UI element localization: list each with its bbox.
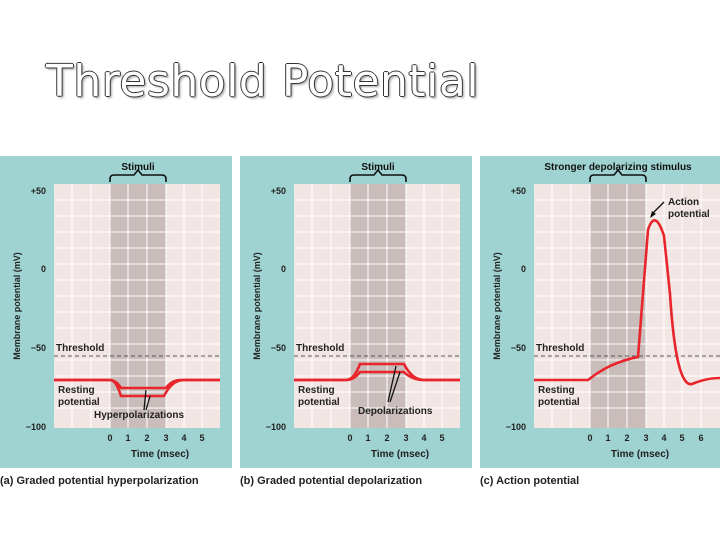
threshold-label: Threshold xyxy=(56,343,104,354)
bracket-label: Stimuli xyxy=(121,162,155,173)
graph-depolarization: Stimuli Threshold +50 0 −50 −100 Membran… xyxy=(240,156,472,468)
pointer-arrowhead xyxy=(650,211,656,218)
x-axis-label: Time (msec) xyxy=(131,449,189,460)
x-tick: 1 xyxy=(125,433,130,443)
grid xyxy=(534,184,720,428)
stimulus-bracket xyxy=(589,168,647,182)
slide-title: Threshold Potential xyxy=(46,56,480,107)
event-label-line1: Action xyxy=(668,197,699,208)
y-tick: −100 xyxy=(266,422,286,432)
x-tick: 4 xyxy=(181,433,186,443)
trace-strong-depolarization xyxy=(294,362,460,382)
caption-depolarization: (b) Graded potential depolarization xyxy=(240,475,423,487)
stimulus-band xyxy=(590,184,646,428)
stimuli-bracket xyxy=(349,168,407,182)
panel-action-potential: Stronger depolarizing stimulus Threshold… xyxy=(480,156,720,473)
hyperpolarization-pointer xyxy=(143,389,151,411)
x-tick: 2 xyxy=(624,433,629,443)
resting-label-line2: potential xyxy=(58,397,100,408)
threshold-label: Threshold xyxy=(536,343,584,354)
resting-label-line2: potential xyxy=(538,397,580,408)
grid xyxy=(294,184,460,428)
y-tick: −100 xyxy=(506,422,526,432)
threshold-label: Threshold xyxy=(296,343,344,354)
x-tick: 5 xyxy=(679,433,684,443)
y-axis-label: Membrane potential (mV) xyxy=(252,252,262,360)
y-tick: −100 xyxy=(26,422,46,432)
x-tick: 2 xyxy=(144,433,149,443)
x-axis-label: Time (msec) xyxy=(611,449,669,460)
x-axis-label: Time (msec) xyxy=(371,449,429,460)
panel-hyperpolarization: Stimuli Threshold +50 0 −50 −100 Membran… xyxy=(0,156,232,473)
resting-label-line1: Resting xyxy=(58,385,95,396)
panel-depolarization: Stimuli Threshold +50 0 −50 −100 Membran… xyxy=(240,156,472,473)
x-tick: 0 xyxy=(587,433,592,443)
y-tick: 0 xyxy=(41,264,46,274)
x-tick: 6 xyxy=(698,433,703,443)
trace-strong-hyperpolarization xyxy=(54,378,220,398)
bracket-label: Stronger depolarizing stimulus xyxy=(544,162,692,173)
y-tick: −50 xyxy=(31,343,46,353)
x-tick: 5 xyxy=(199,433,204,443)
graph-action-potential: Stronger depolarizing stimulus Threshold… xyxy=(480,156,720,468)
x-tick: 0 xyxy=(347,433,352,443)
x-tick: 4 xyxy=(661,433,666,443)
event-label-line2: potential xyxy=(668,209,710,220)
event-label: Hyperpolarizations xyxy=(94,410,184,421)
y-tick: 0 xyxy=(281,264,286,274)
y-axis-label: Membrane potential (mV) xyxy=(12,252,22,360)
x-tick: 1 xyxy=(605,433,610,443)
resting-label-line1: Resting xyxy=(298,385,335,396)
stimuli-bracket xyxy=(109,168,167,182)
stimulus-band xyxy=(350,184,406,428)
caption-hyperpolarization: (a) Graded potential hyperpolarization xyxy=(0,475,199,487)
y-axis-label: Membrane potential (mV) xyxy=(492,252,502,360)
x-tick: 0 xyxy=(107,433,112,443)
y-tick: +50 xyxy=(271,186,286,196)
x-tick: 5 xyxy=(439,433,444,443)
depolarization-pointer xyxy=(387,365,401,403)
y-tick: +50 xyxy=(511,186,526,196)
graph-hyperpolarization: Stimuli Threshold +50 0 −50 −100 Membran… xyxy=(0,156,232,468)
y-tick: −50 xyxy=(511,343,526,353)
caption-action-potential: (c) Action potential xyxy=(480,475,580,487)
y-tick: 0 xyxy=(521,264,526,274)
trace-action-potential xyxy=(534,219,720,386)
y-tick: +50 xyxy=(31,186,46,196)
y-tick: −50 xyxy=(271,343,286,353)
resting-label-line2: potential xyxy=(298,397,340,408)
bracket-label: Stimuli xyxy=(361,162,395,173)
x-tick: 1 xyxy=(365,433,370,443)
x-tick: 3 xyxy=(403,433,408,443)
action-potential-pointer xyxy=(651,201,665,215)
event-label: Depolarizations xyxy=(358,406,433,417)
resting-label-line1: Resting xyxy=(538,385,575,396)
x-tick: 4 xyxy=(421,433,426,443)
x-tick: 2 xyxy=(384,433,389,443)
x-tick: 3 xyxy=(163,433,168,443)
x-tick: 3 xyxy=(643,433,648,443)
